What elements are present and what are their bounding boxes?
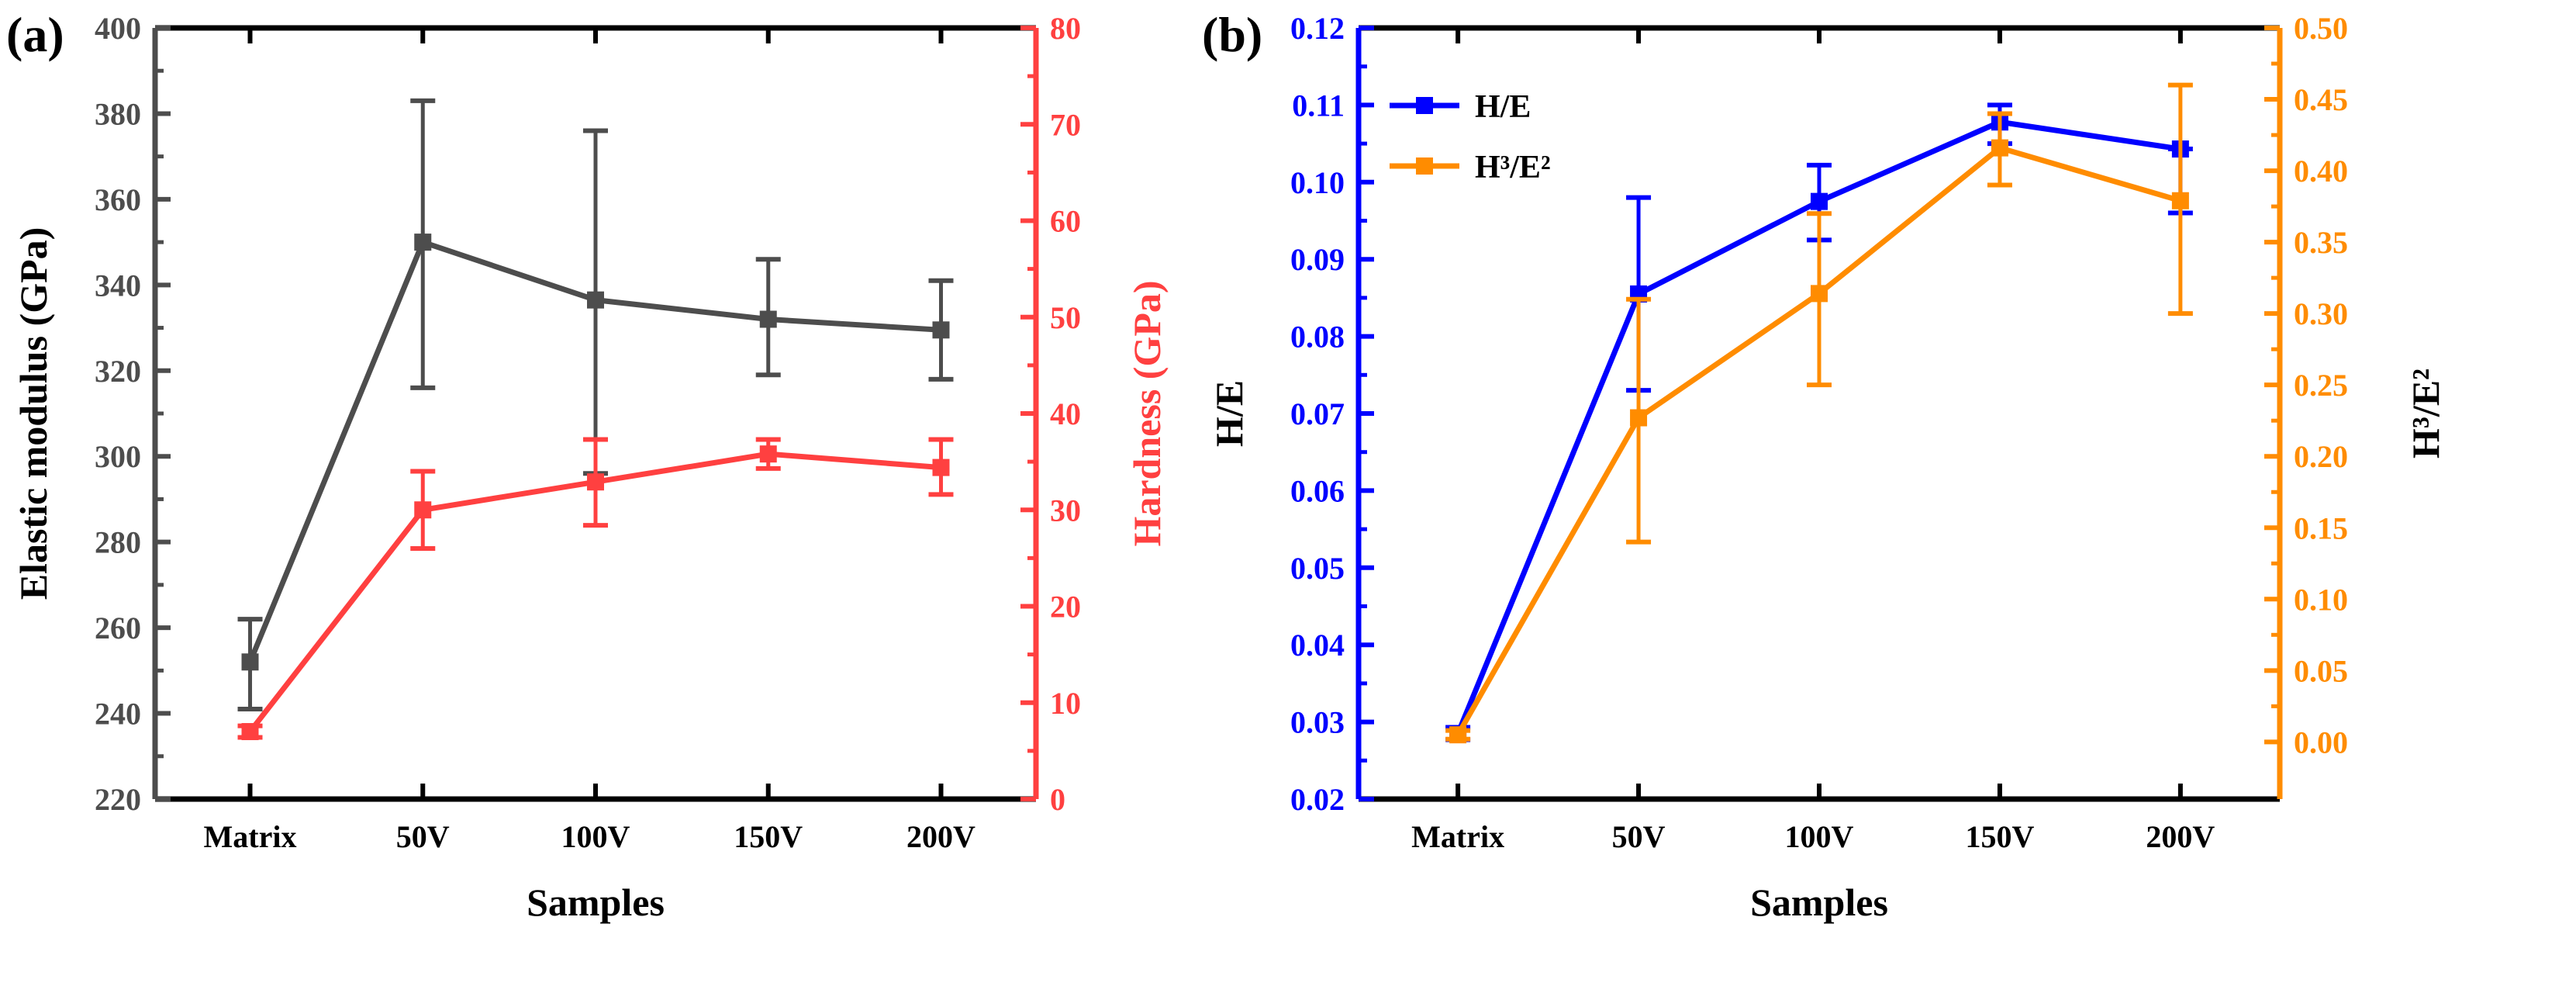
y-left-tick-label: 360 xyxy=(95,182,141,217)
panel-label: (b) xyxy=(1202,7,1262,62)
x-tick-label: Matrix xyxy=(1411,819,1504,854)
y-right-tick-label: 0.40 xyxy=(2294,154,2348,189)
y-right-tick-label: 0.20 xyxy=(2294,439,2348,474)
series-h-e- xyxy=(1445,82,2193,744)
y-left-axis-label: H/E xyxy=(1207,380,1251,447)
data-point xyxy=(1449,726,1467,744)
y-left-tick-label: 400 xyxy=(95,11,141,46)
x-tick-label: 100V xyxy=(1785,819,1854,854)
y-right-tick-label: 30 xyxy=(1050,493,1081,528)
series-elastic-modulus xyxy=(237,98,954,712)
legend-marker xyxy=(1416,97,1433,114)
data-point xyxy=(241,723,259,741)
y-left-axis-label: Elastic modulus (GPa) xyxy=(12,227,55,600)
x-tick-label: 200V xyxy=(906,819,975,854)
x-axis-label: Samples xyxy=(527,881,665,924)
y-left-tick-label: 0.11 xyxy=(1292,88,1345,123)
y-left-tick-label: 220 xyxy=(95,782,141,817)
y-left-tick-label: 0.03 xyxy=(1290,705,1345,740)
y-left-tick-label: 0.12 xyxy=(1290,11,1345,46)
data-point xyxy=(587,291,604,309)
y-right-tick-label: 10 xyxy=(1050,686,1081,721)
data-point xyxy=(1991,139,2008,157)
chart-panel-b: (b) Matrix 50V 100V 150V 200V Samples 0.02 0.03 0… xyxy=(1202,7,2447,924)
legend-marker xyxy=(1416,157,1433,175)
data-point xyxy=(1811,285,1828,303)
y-right-tick-label: 0.35 xyxy=(2294,225,2348,260)
y-left-tick-label: 0.10 xyxy=(1290,165,1345,200)
y-left-tick-label: 0.04 xyxy=(1290,628,1345,663)
data-point xyxy=(932,321,950,339)
data-point xyxy=(587,473,604,491)
y-right-tick-label: 80 xyxy=(1050,11,1081,46)
y-left-tick-label: 0.07 xyxy=(1290,396,1345,431)
y-right-tick-label: 0 xyxy=(1050,782,1065,817)
y-right-tick-label: 0.00 xyxy=(2294,725,2348,760)
y-left-tick-label: 340 xyxy=(95,268,141,303)
y-right-tick-label: 40 xyxy=(1050,396,1081,431)
y-left-tick-label: 260 xyxy=(95,611,141,645)
y-right-tick-label: 50 xyxy=(1050,300,1081,335)
x-tick-label: 150V xyxy=(734,819,803,854)
y-right-tick-label: 0.15 xyxy=(2294,510,2348,545)
x-tick-label: 150V xyxy=(1965,819,2034,854)
data-point xyxy=(932,458,950,476)
y-left-tick-label: 380 xyxy=(95,96,141,131)
y-left-tick-label: 240 xyxy=(95,697,141,732)
data-point xyxy=(1811,192,1828,210)
y-right-tick-label: 0.05 xyxy=(2294,653,2348,688)
y-right-tick-label: 0.25 xyxy=(2294,368,2348,403)
x-tick-label: 200V xyxy=(2146,819,2215,854)
y-right-tick-label: 0.50 xyxy=(2294,11,2348,46)
y-left-tick-label: 300 xyxy=(95,439,141,474)
data-point xyxy=(2171,192,2189,209)
y-right-axis-label: Hardness (GPa) xyxy=(1125,280,1169,546)
y-right-tick-label: 20 xyxy=(1050,590,1081,625)
chart-panel-a: (a) Matrix 50V 100V 150V 200V Samples 220 240 260… xyxy=(6,7,1169,924)
data-point xyxy=(1630,409,1648,427)
y-right-tick-label: 60 xyxy=(1050,204,1081,239)
y-right-axis-label: H³/E² xyxy=(2404,369,2447,458)
data-point xyxy=(241,653,259,671)
series-h-e xyxy=(1445,102,2193,742)
series-hardness xyxy=(237,437,954,741)
y-right-tick-label: 0.30 xyxy=(2294,296,2348,331)
y-left-tick-label: 0.06 xyxy=(1290,473,1345,508)
y-left-tick-label: 320 xyxy=(95,354,141,389)
legend-label: H/E xyxy=(1475,89,1531,125)
x-axis-label: Samples xyxy=(1750,881,1888,924)
data-point xyxy=(759,445,777,463)
y-right-tick-label: 70 xyxy=(1050,107,1081,142)
x-tick-label: Matrix xyxy=(204,819,297,854)
data-point xyxy=(414,234,432,251)
y-left-tick-label: 0.05 xyxy=(1290,551,1345,586)
x-tick-label: 50V xyxy=(1612,819,1666,854)
data-point xyxy=(759,310,777,328)
y-right-tick-label: 0.10 xyxy=(2294,582,2348,617)
y-right-tick-label: 0.45 xyxy=(2294,82,2348,117)
x-tick-label: 50V xyxy=(396,819,450,854)
legend-label: H³/E² xyxy=(1475,150,1551,185)
data-point xyxy=(414,501,432,519)
y-left-tick-label: 0.08 xyxy=(1290,320,1345,355)
x-tick-label: 100V xyxy=(561,819,630,854)
y-left-tick-label: 0.02 xyxy=(1290,782,1345,817)
panel-label: (a) xyxy=(6,7,64,62)
y-left-tick-label: 0.09 xyxy=(1290,242,1345,277)
y-left-tick-label: 280 xyxy=(95,525,141,560)
